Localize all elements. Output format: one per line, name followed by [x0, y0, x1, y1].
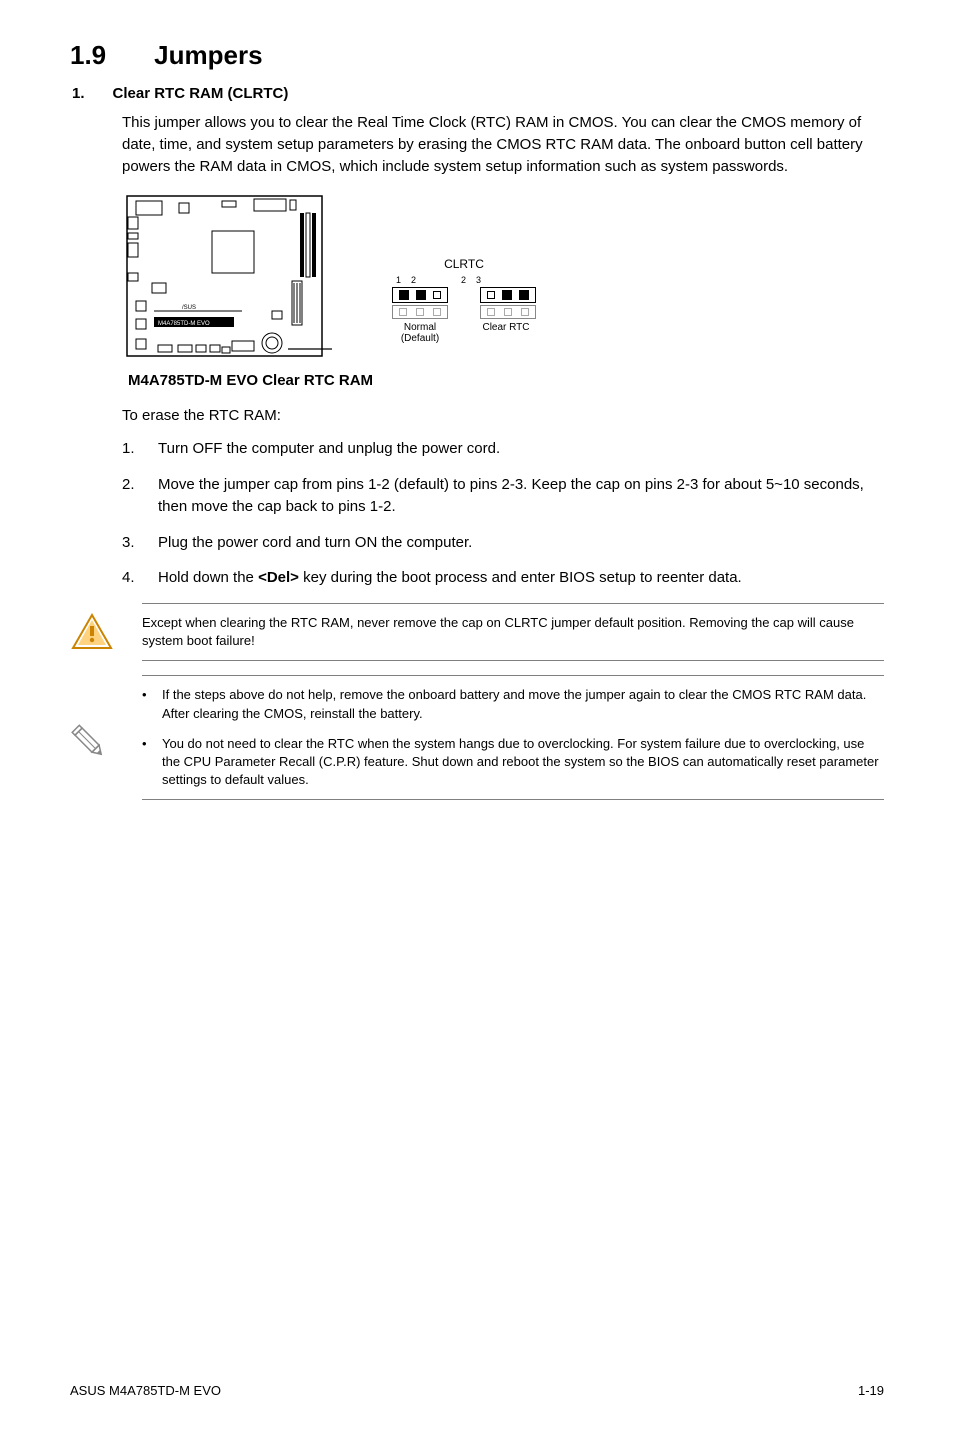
step-3: 3. Plug the power cord and turn ON the c…: [122, 532, 884, 554]
jumper-positions: CLRTC 12 23 Normal (Default): [392, 257, 536, 366]
diagram-row: M4A785TD-M EVO /SUS CLRTC 12 23: [122, 191, 884, 366]
pencil-icon: [70, 716, 114, 760]
list-intro: To erase the RTC RAM:: [122, 407, 884, 424]
step-1: 1. Turn OFF the computer and unplug the …: [122, 438, 884, 460]
diagram-block: M4A785TD-M EVO /SUS CLRTC 12 23: [122, 191, 884, 389]
motherboard-diagram: M4A785TD-M EVO /SUS: [122, 191, 332, 366]
warning-callout: Except when clearing the RTC RAM, never …: [70, 603, 884, 661]
section-number: 1.9: [70, 40, 106, 71]
diagram-caption: M4A785TD-M EVO Clear RTC RAM: [128, 372, 884, 389]
step-4: 4. Hold down the <Del> key during the bo…: [122, 567, 884, 589]
note-item-2: • You do not need to clear the RTC when …: [142, 735, 880, 790]
warning-body: Except when clearing the RTC RAM, never …: [142, 603, 884, 661]
note-item-1: • If the steps above do not help, remove…: [142, 686, 880, 722]
footer-left: ASUS M4A785TD-M EVO: [70, 1383, 221, 1398]
page-footer: ASUS M4A785TD-M EVO 1-19: [70, 1383, 884, 1398]
pin-numbers-row: 12 23: [392, 275, 536, 285]
del-key: <Del>: [258, 569, 299, 586]
note-callout: • If the steps above do not help, remove…: [70, 675, 884, 800]
jumper-normal: [392, 287, 448, 319]
normal-label: Normal: [404, 322, 436, 333]
intro-paragraph: This jumper allows you to clear the Real…: [122, 112, 884, 177]
jumper-pins-row: [392, 287, 536, 319]
board-label-text: M4A785TD-M EVO: [158, 321, 210, 327]
subsection-row: 1. Clear RTC RAM (CLRTC): [70, 85, 884, 102]
clrtc-label: CLRTC: [392, 257, 536, 271]
section-heading: 1.9 Jumpers: [70, 40, 884, 71]
pin-labels: Normal (Default) Clear RTC: [392, 322, 536, 344]
footer-right: 1-19: [858, 1383, 884, 1398]
subsection-title: Clear RTC RAM (CLRTC): [113, 85, 289, 102]
note-list: • If the steps above do not help, remove…: [142, 686, 880, 789]
clear-rtc-label: Clear RTC: [478, 322, 534, 344]
steps-list: 1. Turn OFF the computer and unplug the …: [122, 438, 884, 589]
warning-icon: [70, 612, 114, 652]
subsection-number: 1.: [72, 85, 85, 102]
step-2: 2. Move the jumper cap from pins 1-2 (de…: [122, 474, 884, 518]
section-title: Jumpers: [154, 40, 262, 71]
warning-text: Except when clearing the RTC RAM, never …: [142, 614, 880, 650]
svg-text:/SUS: /SUS: [182, 305, 196, 311]
note-body: • If the steps above do not help, remove…: [142, 675, 884, 800]
default-label: (Default): [401, 333, 439, 344]
jumper-clear: [480, 287, 536, 319]
